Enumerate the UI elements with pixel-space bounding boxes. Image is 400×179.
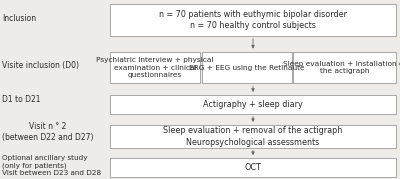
FancyBboxPatch shape: [202, 52, 292, 83]
FancyBboxPatch shape: [110, 4, 396, 36]
FancyBboxPatch shape: [293, 52, 396, 83]
Text: Psychiatric interview + physical
examination + clinical
questionnaires: Psychiatric interview + physical examina…: [96, 57, 214, 78]
Text: Optional ancillary study
(only for patients)
Visit between D23 and D28: Optional ancillary study (only for patie…: [2, 155, 101, 176]
Text: OCT: OCT: [245, 163, 261, 172]
Text: Sleep evaluation + removal of the actigraph
Neuropsychological assessments: Sleep evaluation + removal of the actigr…: [163, 126, 343, 147]
Text: n = 70 patients with euthymic bipolar disorder
n = 70 healthy control subjects: n = 70 patients with euthymic bipolar di…: [159, 10, 347, 30]
FancyBboxPatch shape: [110, 95, 396, 114]
Text: ERG + EEG using the Retinaute: ERG + EEG using the Retinaute: [189, 65, 304, 71]
Text: D1 to D21: D1 to D21: [2, 95, 40, 104]
Text: Visit n ° 2
(between D22 and D27): Visit n ° 2 (between D22 and D27): [2, 122, 94, 142]
Text: Inclusion: Inclusion: [2, 14, 36, 23]
Text: Sleep evaluation + installation of
the actigraph: Sleep evaluation + installation of the a…: [283, 61, 400, 74]
FancyBboxPatch shape: [110, 52, 200, 83]
Text: Visite inclusion (D0): Visite inclusion (D0): [2, 61, 79, 70]
FancyBboxPatch shape: [110, 158, 396, 177]
Text: Actigraphy + sleep diary: Actigraphy + sleep diary: [203, 100, 303, 109]
FancyBboxPatch shape: [110, 125, 396, 148]
